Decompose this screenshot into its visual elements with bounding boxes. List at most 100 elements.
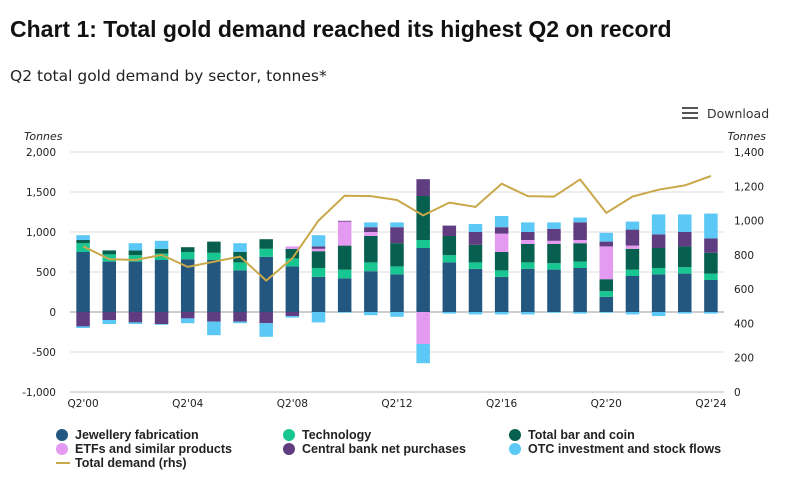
bar-technology [678,267,692,274]
bar-otc-investment-and-stock-flows [547,222,561,229]
bar-central-bank-net-purchases [416,179,430,196]
legend-swatch-jewellery [56,429,68,441]
bar-technology [416,240,430,248]
bar-total-bar-and-coin [76,240,90,244]
bar-otc-investment-and-stock-flows [364,222,378,228]
legend-label-jewellery: Jewellery fabrication [75,428,199,442]
x-axis-tick-label: Q2'16 [486,398,518,410]
left-axis-tick-label: 500 [36,267,56,279]
bar-jewellery-fabrication [625,276,640,312]
bar-technology [599,291,614,297]
bar-technology [521,262,535,269]
bar-central-bank-net-purchases [154,312,169,324]
bar-jewellery-fabrication [207,260,221,312]
bar-technology [102,254,116,262]
bar-otc-investment-and-stock-flows [154,240,169,249]
total-demand-line [82,175,712,282]
bar-etfs-and-similar-products [521,240,535,244]
bar-jewellery-fabrication [494,276,509,312]
bar-otc-investment-and-stock-flows [468,312,483,315]
bar-total-bar-and-coin [468,244,483,263]
bar-otc-investment-and-stock-flows [704,312,718,314]
bar-otc-investment-and-stock-flows [573,312,587,314]
bar-jewellery-fabrication [128,261,143,312]
bar-total-bar-and-coin [311,251,326,268]
bar-central-bank-net-purchases [651,234,666,248]
legend-item-otc[interactable]: OTC investment and stock flows [509,442,721,456]
bar-central-bank-net-purchases [494,227,509,234]
right-axis-tick-label: 1,200 [734,181,764,193]
left-axis-tick-label: -1,000 [22,387,56,399]
bar-technology [390,266,404,275]
bar-technology [128,255,143,262]
bar-central-bank-net-purchases [678,232,692,247]
bar-otc-investment-and-stock-flows [651,214,666,235]
bar-total-bar-and-coin [180,247,195,252]
bar-total-bar-and-coin [573,243,587,262]
bar-technology [76,243,90,252]
legend-item-technology[interactable]: Technology [283,428,371,442]
bar-central-bank-net-purchases [128,312,143,323]
bar-otc-investment-and-stock-flows [390,222,404,228]
bar-central-bank-net-purchases [285,312,300,316]
bar-technology [259,248,273,257]
bar-technology [468,262,483,269]
bar-otc-investment-and-stock-flows [678,214,692,232]
bar-otc-investment-and-stock-flows [311,312,326,323]
legend-swatch-bar-coin [509,429,521,441]
bar-total-bar-and-coin [547,244,561,264]
x-axis-tick-label: Q2'00 [67,398,98,410]
right-axis-tick-label: 200 [734,353,754,365]
bar-central-bank-net-purchases [521,232,535,240]
bar-jewellery-fabrication [337,278,352,312]
bar-total-bar-and-coin [704,252,718,274]
legend-item-total-demand[interactable]: Total demand (rhs) [56,456,187,470]
download-button[interactable]: Download [682,104,769,122]
bar-otc-investment-and-stock-flows [442,312,457,314]
legend-item-bar-coin[interactable]: Total bar and coin [509,428,635,442]
bar-central-bank-net-purchases [76,312,90,327]
bar-otc-investment-and-stock-flows [599,312,614,313]
legend-item-etfs[interactable]: ETFs and similar products [56,442,232,456]
legend-item-central-bank[interactable]: Central bank net purchases [283,442,466,456]
bar-otc-investment-and-stock-flows [704,213,718,239]
bar-otc-investment-and-stock-flows [128,322,143,324]
legend-swatch-total-demand [56,462,70,464]
bar-otc-investment-and-stock-flows [573,217,587,223]
legend-label-technology: Technology [302,428,372,442]
bar-central-bank-net-purchases [102,312,116,320]
bar-technology [651,268,666,275]
bar-jewellery-fabrication [76,252,90,312]
bar-technology [233,262,247,271]
chart-legend: Jewellery fabrication Technology Total b… [56,428,776,478]
x-axis-tick-label: Q2'24 [695,398,727,410]
bar-technology [180,252,195,260]
bar-otc-investment-and-stock-flows [259,323,273,337]
bar-total-bar-and-coin [390,243,404,267]
bar-total-bar-and-coin [337,245,352,270]
bar-otc-investment-and-stock-flows [364,312,378,316]
bar-otc-investment-and-stock-flows [468,224,483,232]
left-axis-tick-label: 0 [49,307,56,319]
bar-otc-investment-and-stock-flows [599,232,614,242]
bar-total-bar-and-coin [154,248,169,254]
x-axis-tick-label: Q2'12 [381,398,412,410]
bar-jewellery-fabrication [678,273,692,312]
bar-etfs-and-similar-products [599,246,614,280]
bar-otc-investment-and-stock-flows [76,326,90,328]
legend-swatch-central-bank [283,443,295,455]
bar-technology [494,270,509,277]
bar-technology [364,262,378,272]
bar-jewellery-fabrication [154,260,169,312]
bar-etfs-and-similar-products [494,233,509,252]
bar-central-bank-net-purchases [180,312,195,319]
bar-central-bank-net-purchases [337,220,352,222]
bar-otc-investment-and-stock-flows [494,312,509,315]
bar-jewellery-fabrication [364,271,378,312]
bar-central-bank-net-purchases [547,228,561,241]
stacked-bar-chart: 2,000 1,500 1,000 500 0 -500 -1,000 1,400 1,200 1… [22,130,766,410]
legend-item-jewellery[interactable]: Jewellery fabrication [56,428,199,442]
bar-etfs-and-similar-products [285,246,300,249]
bar-central-bank-net-purchases [207,312,221,322]
bar-otc-investment-and-stock-flows [233,321,247,324]
